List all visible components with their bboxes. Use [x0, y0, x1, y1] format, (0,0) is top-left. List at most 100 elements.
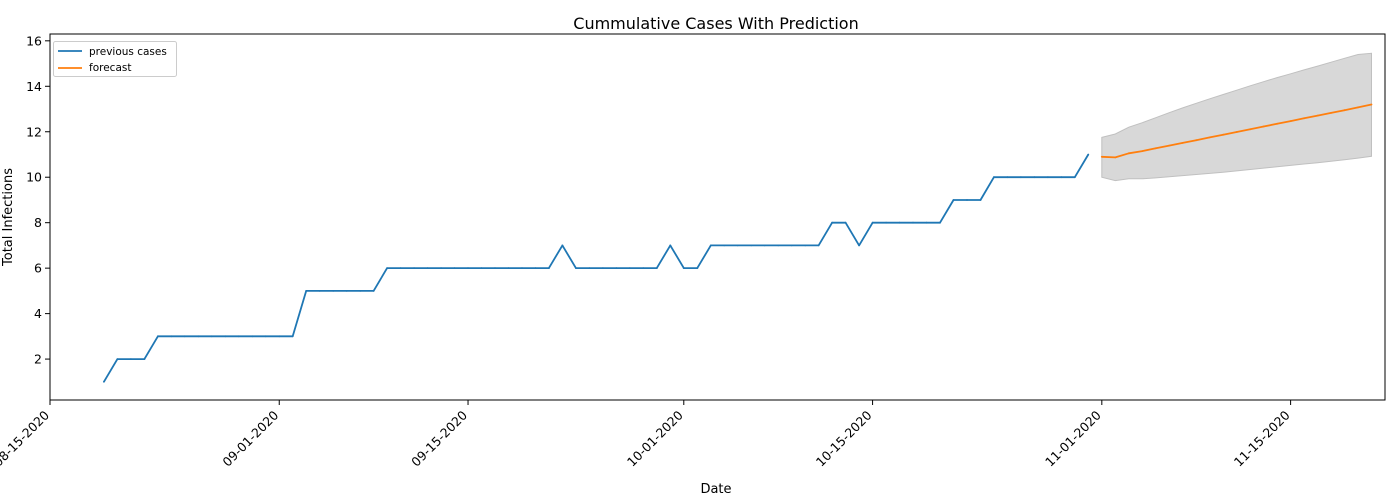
data-point-previous-cases — [844, 221, 847, 224]
data-point-previous-cases — [224, 335, 227, 338]
data-point-previous-cases — [561, 244, 564, 247]
data-point-previous-cases — [548, 267, 550, 269]
data-point-forecast — [1127, 152, 1130, 155]
y-tick-label: 16 — [26, 33, 42, 48]
data-point-forecast — [1343, 109, 1346, 112]
y-tick-label: 10 — [26, 170, 42, 185]
data-point-previous-cases — [1020, 176, 1022, 179]
x-tick-label: 08-15-2020 — [0, 407, 52, 469]
y-axis: 2 4 6 8 10 12 14 16 — [26, 33, 50, 367]
data-point-previous-cases — [858, 244, 860, 247]
data-point-previous-cases — [157, 335, 159, 338]
legend-label-previous-cases: previous cases — [89, 46, 167, 58]
data-point-forecast — [1289, 120, 1292, 122]
data-point-previous-cases — [170, 335, 173, 338]
data-point-forecast — [1262, 125, 1265, 128]
data-point-previous-cases — [143, 358, 146, 360]
data-point-previous-cases — [871, 221, 874, 224]
data-point-forecast — [1316, 114, 1319, 117]
data-point-previous-cases — [966, 199, 968, 201]
data-point-previous-cases — [426, 267, 429, 269]
data-point-previous-cases — [1033, 176, 1036, 179]
data-point-forecast — [1276, 122, 1278, 125]
data-point-previous-cases — [763, 244, 766, 247]
data-point-previous-cases — [669, 244, 672, 247]
data-point-previous-cases — [912, 221, 914, 224]
data-point-previous-cases — [480, 267, 483, 269]
data-point-previous-cases — [440, 267, 442, 269]
axes-frame — [49, 33, 1386, 401]
data-point-forecast — [1181, 142, 1184, 144]
y-tick-label: 12 — [26, 124, 42, 139]
y-tick-label: 6 — [34, 261, 42, 276]
data-point-previous-cases — [696, 267, 699, 269]
data-point-previous-cases — [345, 290, 348, 292]
data-point-forecast — [1222, 133, 1225, 136]
series-line-previous-cases — [103, 154, 1090, 383]
y-tick-label: 8 — [34, 215, 42, 230]
data-point-previous-cases — [602, 267, 604, 269]
data-point-previous-cases — [386, 267, 388, 269]
data-point-previous-cases — [979, 199, 982, 201]
data-point-forecast — [1235, 131, 1238, 133]
y-tick-label: 4 — [34, 306, 42, 321]
data-point-previous-cases — [804, 244, 807, 247]
data-point-previous-cases — [790, 244, 793, 247]
data-point-previous-cases — [615, 267, 618, 269]
data-point-forecast — [1330, 112, 1332, 114]
data-point-previous-cases — [305, 290, 308, 292]
data-point-previous-cases — [278, 335, 281, 338]
data-point-forecast — [1100, 155, 1103, 158]
data-point-previous-cases — [399, 267, 402, 269]
plot-area — [103, 52, 1373, 383]
data-point-previous-cases — [885, 221, 887, 224]
data-point-previous-cases — [521, 267, 523, 269]
x-tick-label: 09-01-2020 — [219, 407, 281, 469]
data-point-previous-cases — [817, 244, 820, 247]
data-point-previous-cases — [642, 267, 645, 269]
y-axis-label: Total Infections — [1, 168, 16, 267]
data-point-previous-cases — [372, 290, 375, 292]
data-point-forecast — [1154, 147, 1157, 150]
data-point-previous-cases — [318, 290, 321, 292]
data-point-previous-cases — [952, 199, 955, 201]
data-point-previous-cases — [575, 267, 577, 269]
x-tick-label: 11-15-2020 — [1231, 407, 1293, 469]
data-point-previous-cases — [925, 221, 928, 224]
legend: previous cases forecast — [53, 41, 177, 77]
data-point-previous-cases — [507, 267, 510, 269]
data-point-previous-cases — [237, 335, 240, 338]
data-point-previous-cases — [494, 267, 496, 269]
data-point-previous-cases — [534, 267, 537, 269]
data-point-previous-cases — [359, 290, 362, 292]
data-point-previous-cases — [993, 176, 995, 179]
data-point-forecast — [1249, 128, 1252, 131]
data-point-previous-cases — [130, 358, 132, 360]
x-tick-label: 09-15-2020 — [408, 407, 470, 469]
data-point-previous-cases — [291, 335, 294, 338]
data-point-previous-cases — [103, 380, 105, 383]
data-point-previous-cases — [831, 221, 833, 224]
data-point-forecast — [1370, 103, 1373, 106]
x-tick-label: 10-01-2020 — [624, 407, 686, 469]
data-point-previous-cases — [628, 267, 631, 269]
data-point-previous-cases — [1073, 176, 1076, 179]
data-point-previous-cases — [197, 335, 200, 338]
data-point-forecast — [1303, 117, 1305, 120]
data-point-previous-cases — [183, 335, 186, 338]
data-point-previous-cases — [1060, 176, 1063, 179]
data-point-previous-cases — [777, 244, 780, 247]
data-point-previous-cases — [467, 267, 469, 269]
data-point-previous-cases — [588, 267, 591, 269]
data-point-previous-cases — [750, 244, 753, 247]
data-point-previous-cases — [682, 267, 685, 269]
x-tick-label: 10-15-2020 — [813, 407, 875, 469]
legend-box — [53, 41, 177, 77]
chart-title: Cummulative Cases With Prediction — [573, 14, 858, 33]
x-tick-label: 11-01-2020 — [1042, 407, 1104, 469]
y-tick-label: 14 — [26, 79, 42, 94]
data-point-previous-cases — [264, 335, 267, 338]
data-point-previous-cases — [898, 221, 901, 224]
data-point-previous-cases — [251, 335, 254, 338]
